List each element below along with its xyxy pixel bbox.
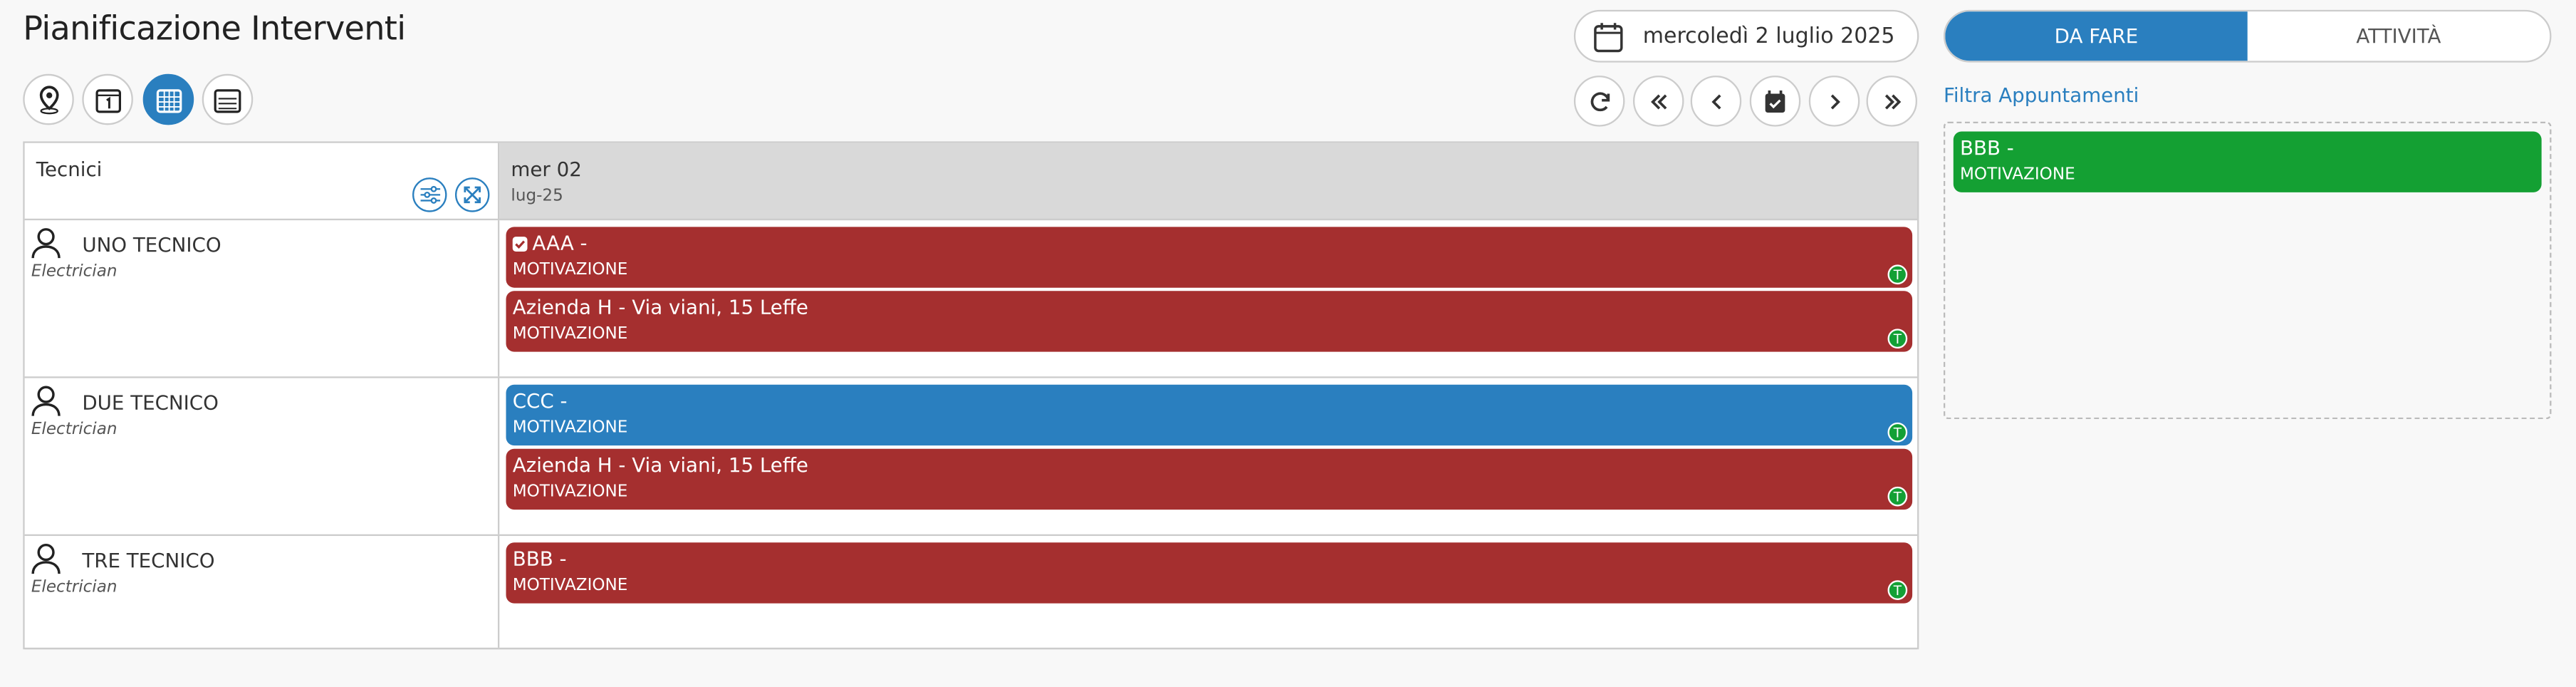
status-badge: T — [1887, 329, 1908, 349]
technicians-header: Tecnici — [24, 143, 500, 221]
technician-cell: DUE TECNICO Electrician — [25, 378, 500, 534]
person — [31, 543, 61, 574]
technician-role: Electrician — [31, 263, 118, 281]
tab[interactable]: DA FARE — [1945, 11, 2248, 61]
user-icon — [31, 385, 61, 424]
appointment-title: BBB - — [1960, 136, 2014, 160]
technician-row: TRE TECNICO Electrician BBB - MOTIVAZIONE T — [24, 536, 1918, 650]
refresh-button[interactable] — [1573, 76, 1625, 127]
appointment-subtitle: MOTIVAZIONE — [512, 261, 628, 280]
map-view-button[interactable] — [23, 73, 74, 125]
calendar-icon — [1594, 23, 1623, 53]
technician-role: Electrician — [31, 578, 118, 597]
previous-day-button[interactable] — [1690, 76, 1742, 127]
appointment-subtitle: MOTIVAZIONE — [1960, 165, 2075, 185]
technician-row: DUE TECNICO Electrician CCC - MOTIVAZIONE T A… — [24, 378, 1918, 537]
icon — [1884, 93, 1901, 109]
column-header: Tecnici — [36, 157, 103, 181]
next-day-button[interactable] — [1808, 76, 1860, 127]
appointment-title: BBB - — [512, 547, 567, 571]
appointment-card[interactable]: Azienda H - Via viani, 15 Leffe MOTIVAZIO… — [506, 448, 1913, 510]
appointment-title-row: Azienda H - Via viani, 15 Leffe — [513, 296, 1906, 321]
icon — [214, 89, 241, 113]
unassigned-pool: BBB - MOTIVAZIONE — [1943, 121, 2552, 420]
month-label: lug-25 — [511, 187, 563, 206]
checkbox-icon — [512, 237, 528, 252]
list-view-button[interactable] — [202, 73, 254, 125]
appointment-card[interactable]: BBB - MOTIVAZIONE — [1953, 131, 2542, 192]
day-header: mer 02 lug-25 — [499, 143, 1918, 221]
person — [31, 228, 61, 259]
selected-date: mercoledì 2 luglio 2025 — [1642, 24, 1895, 49]
appointment-card[interactable]: CCC - MOTIVAZIONE T — [506, 384, 1913, 446]
user-icon — [31, 227, 61, 266]
icon — [1830, 93, 1840, 109]
appointment-card[interactable]: AAA - MOTIVAZIONE T — [506, 227, 1913, 288]
appointment-card[interactable]: BBB - MOTIVAZIONE T — [506, 542, 1913, 604]
user-icon — [31, 542, 61, 582]
appointment-subtitle: MOTIVAZIONE — [512, 325, 628, 344]
icon — [464, 186, 481, 204]
appointment-title: AAA - — [532, 232, 588, 255]
technician-name: TRE TECNICO — [82, 549, 215, 572]
icon — [1711, 93, 1721, 109]
filter-button[interactable] — [412, 177, 447, 212]
date-picker[interactable]: mercoledì 2 luglio 2025 — [1573, 9, 1919, 63]
expand-button[interactable] — [454, 177, 490, 212]
technician-name: UNO TECNICO — [82, 233, 221, 257]
icon — [38, 85, 58, 114]
appointment-title: CCC - — [512, 389, 568, 413]
person — [31, 386, 61, 416]
status-badge: T — [1887, 580, 1908, 600]
status-badge: T — [1887, 264, 1908, 285]
next-week-button[interactable] — [1866, 76, 1918, 127]
month-view-button[interactable] — [142, 73, 194, 125]
filter-link[interactable]: Filtra Appuntamenti — [1943, 83, 2139, 107]
technician-cell: TRE TECNICO Electrician — [25, 536, 500, 648]
technician-role: Electrician — [31, 420, 118, 439]
icon — [95, 89, 120, 113]
technician-row: UNO TECNICO Electrician AAA - MOTIVAZIONE T A… — [24, 220, 1918, 378]
appointment-card[interactable]: Azienda H - Via viani, 15 Leffe MOTIVAZIO… — [506, 291, 1913, 352]
icon — [1590, 91, 1610, 110]
day-label: mer 02 — [511, 157, 582, 181]
icon — [155, 89, 182, 113]
appointment-subtitle: MOTIVAZIONE — [512, 577, 628, 596]
page-title: Pianificazione Interventi — [23, 8, 406, 48]
technician-cell: UNO TECNICO Electrician — [25, 220, 500, 377]
appointment-title-row: BBB - — [513, 547, 1906, 572]
icon — [1765, 89, 1785, 112]
icon — [1649, 93, 1667, 109]
schedule-grid: Tecnici mer 02 lug-25 UNO TECNICO Electri… — [23, 141, 1919, 650]
appointment-title-row: BBB - — [1960, 136, 2535, 161]
status-badge: T — [1887, 486, 1908, 507]
tab[interactable]: ATTIVITÀ — [2356, 24, 2441, 48]
technician-name: DUE TECNICO — [82, 391, 219, 415]
today-button[interactable] — [1749, 76, 1801, 127]
previous-week-button[interactable] — [1632, 76, 1684, 127]
status-badge: T — [1887, 422, 1908, 443]
check — [515, 240, 526, 249]
appointment-title: Azienda H - Via viani, 15 Leffe — [512, 453, 808, 477]
appointment-title-row: CCC - — [513, 390, 1906, 415]
tab-bar: DA FARE ATTIVITÀ — [1943, 9, 2552, 63]
appointment-title: Azienda H - Via viani, 15 Leffe — [512, 296, 808, 319]
appointment-subtitle: MOTIVAZIONE — [512, 483, 628, 502]
appointment-title-row: Azienda H - Via viani, 15 Leffe — [513, 454, 1906, 479]
icon — [419, 185, 440, 204]
appointment-subtitle: MOTIVAZIONE — [512, 419, 628, 438]
appointment-title-row: AAA - — [512, 232, 1906, 257]
day-view-button[interactable] — [82, 73, 133, 125]
